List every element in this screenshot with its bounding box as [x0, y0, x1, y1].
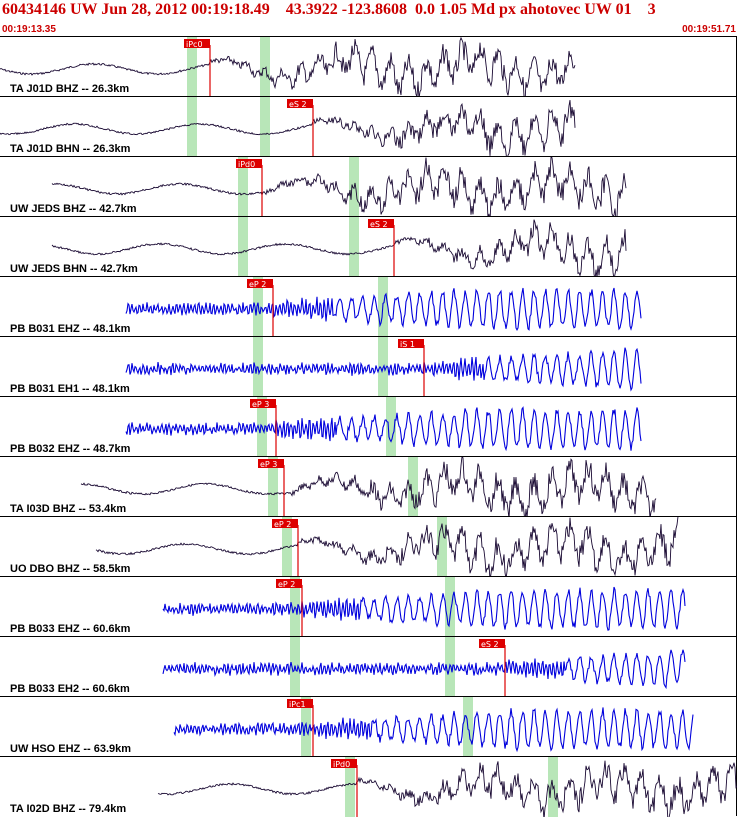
- pick-flag[interactable]: [398, 339, 424, 348]
- pick-flag[interactable]: [479, 639, 505, 648]
- waveform-trace: [51, 219, 627, 277]
- station-label: UO DBO BHZ -- 58.5km: [10, 563, 131, 575]
- event-header: 60434146 UW Jun 28, 2012 00:19:18.49 43.…: [0, 0, 738, 36]
- pick-flag[interactable]: [287, 99, 313, 108]
- trace-panel[interactable]: eS 2 UW JEDS BHN -- 42.7km: [0, 216, 737, 277]
- trace-plot: iPd0: [51, 157, 627, 217]
- station-label: TA I02D BHZ -- 79.4km: [10, 803, 127, 815]
- pick-flag[interactable]: [236, 159, 262, 168]
- waveform-trace: [125, 347, 642, 392]
- station-label: PB B032 EHZ -- 48.7km: [10, 443, 131, 455]
- station-label: TA J01D BHN -- 26.3km: [10, 143, 131, 155]
- trace-panel[interactable]: iPc1 UW HSO EHZ -- 63.9km: [0, 696, 737, 757]
- p-window-marker: [238, 157, 248, 217]
- trace-panel[interactable]: eP 2 UO DBO BHZ -- 58.5km: [0, 516, 737, 577]
- pick-flag[interactable]: [287, 699, 313, 708]
- trace-plot: eP 2: [125, 277, 642, 337]
- pick-flag[interactable]: [276, 579, 302, 588]
- waveform-trace: [51, 157, 627, 217]
- p-window-marker: [345, 757, 355, 817]
- pick-label: iS 1: [400, 340, 415, 349]
- s-window-marker: [437, 517, 447, 577]
- station-label: PB B031 EHZ -- 48.1km: [10, 323, 131, 335]
- pick-flag[interactable]: [272, 519, 298, 528]
- station-label: UW JEDS BHZ -- 42.7km: [10, 203, 137, 215]
- event-title: 60434146 UW Jun 28, 2012 00:19:18.49 43.…: [2, 1, 656, 18]
- pick-label: eP 2: [274, 520, 291, 529]
- waveform-trace: [162, 586, 686, 631]
- trace-panel[interactable]: iPd0 TA I02D BHZ -- 79.4km: [0, 756, 737, 817]
- pick-label: eS 2: [289, 100, 307, 109]
- trace-plot: eS 2: [162, 637, 686, 697]
- waveform-trace: [95, 517, 679, 577]
- pick-label: iPd0: [333, 760, 350, 769]
- trace-plot: iS 1: [125, 337, 642, 397]
- pick-label: eP 3: [252, 400, 269, 409]
- trace-panel[interactable]: eS 2 PB B033 EH2 -- 60.6km: [0, 636, 737, 697]
- trace-panel[interactable]: eP 2 PB B033 EHZ -- 60.6km: [0, 576, 737, 637]
- s-window-marker: [349, 217, 359, 277]
- p-window-marker: [268, 457, 278, 517]
- station-label: TA I03D BHZ -- 53.4km: [10, 503, 127, 515]
- trace-plot: eS 2: [0, 97, 576, 157]
- pick-label: eS 2: [370, 220, 388, 229]
- waveform-trace: [157, 760, 737, 817]
- pick-flag[interactable]: [250, 399, 276, 408]
- p-window-marker: [187, 37, 197, 97]
- trace-panel[interactable]: eS 2 TA J01D BHN -- 26.3km: [0, 96, 737, 157]
- pick-flag[interactable]: [258, 459, 284, 468]
- station-label: UW HSO EHZ -- 63.9km: [10, 743, 132, 755]
- waveform-trace: [0, 37, 576, 97]
- s-window-marker: [408, 457, 418, 517]
- trace-plot: iPd0: [157, 757, 737, 817]
- pick-label: iPd0: [238, 160, 255, 169]
- pick-label: eP 2: [278, 580, 295, 589]
- s-window-marker: [260, 97, 270, 157]
- trace-plot: eS 2: [51, 217, 627, 277]
- p-window-marker: [282, 517, 292, 577]
- s-window-marker: [260, 37, 270, 97]
- pick-label: eP 2: [249, 280, 266, 289]
- pick-flag[interactable]: [331, 759, 357, 768]
- station-label: UW JEDS BHN -- 42.7km: [10, 263, 138, 275]
- station-label: PB B031 EH1 -- 48.1km: [10, 383, 130, 395]
- trace-panel[interactable]: iPd0 UW JEDS BHZ -- 42.7km: [0, 156, 737, 217]
- p-window-marker: [187, 97, 197, 157]
- trace-plot: eP 2: [162, 577, 686, 637]
- station-label: PB B033 EH2 -- 60.6km: [10, 683, 130, 695]
- station-label: TA J01D BHZ -- 26.3km: [10, 83, 130, 95]
- trace-panel[interactable]: eP 2 PB B031 EHZ -- 48.1km: [0, 276, 737, 337]
- trace-panel[interactable]: iS 1 PB B031 EH1 -- 48.1km: [0, 336, 737, 397]
- trace-plot: eP 3: [80, 457, 657, 517]
- waveform-trace: [80, 457, 657, 517]
- s-window-marker: [445, 577, 455, 637]
- station-label: PB B033 EHZ -- 60.6km: [10, 623, 131, 635]
- trace-panel[interactable]: eP 3 PB B032 EHZ -- 48.7km: [0, 396, 737, 457]
- time-start-label: 00:19:13.35: [2, 24, 56, 35]
- pick-flag[interactable]: [247, 279, 273, 288]
- trace-panel[interactable]: iPc0 TA J01D BHZ -- 26.3km: [0, 36, 737, 97]
- pick-flag[interactable]: [368, 219, 394, 228]
- trace-plot: iPc1: [173, 697, 694, 757]
- pick-label: iPc1: [289, 700, 306, 709]
- trace-plot: eP 2: [95, 517, 679, 577]
- trace-plot: eP 3: [125, 397, 642, 457]
- waveform-trace: [162, 649, 686, 690]
- pick-flag[interactable]: [184, 39, 210, 48]
- time-end-label: 00:19:51.71: [682, 24, 736, 35]
- waveform-trace: [0, 100, 576, 157]
- pick-label: eP 3: [260, 460, 277, 469]
- s-window-marker: [386, 397, 396, 457]
- trace-panel[interactable]: eP 3 TA I03D BHZ -- 53.4km: [0, 456, 737, 517]
- waveform-trace: [173, 707, 694, 753]
- waveform-trace: [125, 287, 642, 331]
- seismogram-panels: iPc0 TA J01D BHZ -- 26.3km eS 2 TA J01D BHN…: [0, 36, 738, 818]
- trace-plot: iPc0: [0, 37, 576, 97]
- p-window-marker: [238, 217, 248, 277]
- waveform-trace: [125, 406, 642, 452]
- pick-label: iPc0: [186, 40, 203, 49]
- pick-label: eS 2: [481, 640, 499, 649]
